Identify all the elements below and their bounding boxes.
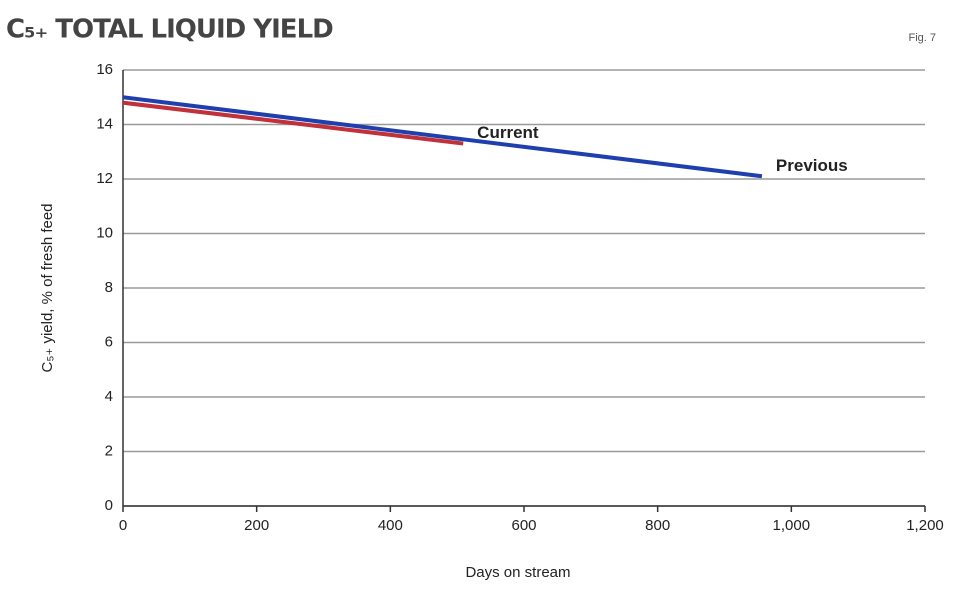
- series-label: Previous: [776, 156, 848, 175]
- y-tick-label: 16: [96, 61, 113, 78]
- x-tick-label: 1,000: [773, 517, 811, 534]
- series-line: [122, 100, 464, 146]
- x-tick-label: 400: [378, 517, 403, 534]
- x-axis-label: Days on stream: [465, 564, 570, 581]
- chart-title: C₅₊ TOTAL LIQUID YIELD: [6, 15, 333, 45]
- x-tick-label: 600: [511, 517, 536, 534]
- y-tick-label: 8: [105, 279, 113, 296]
- y-tick-label: 4: [105, 388, 113, 405]
- figure-label: Fig. 7: [908, 32, 936, 44]
- y-tick-label: 0: [105, 497, 113, 514]
- y-tick-label: 6: [105, 333, 113, 350]
- x-tick-label: 0: [119, 517, 127, 534]
- x-tick-label: 800: [645, 517, 670, 534]
- series-label: Current: [477, 123, 539, 142]
- y-tick-label: 14: [96, 115, 113, 132]
- y-tick-label: 12: [96, 170, 113, 187]
- x-tick-label: 200: [244, 517, 269, 534]
- y-tick-label: 10: [96, 224, 113, 241]
- series-line: [122, 95, 763, 179]
- y-tick-label: 2: [105, 442, 113, 459]
- x-tick-label: 1,200: [906, 517, 944, 534]
- y-axis-label: C₅₊ yield, % of fresh feed: [39, 203, 56, 372]
